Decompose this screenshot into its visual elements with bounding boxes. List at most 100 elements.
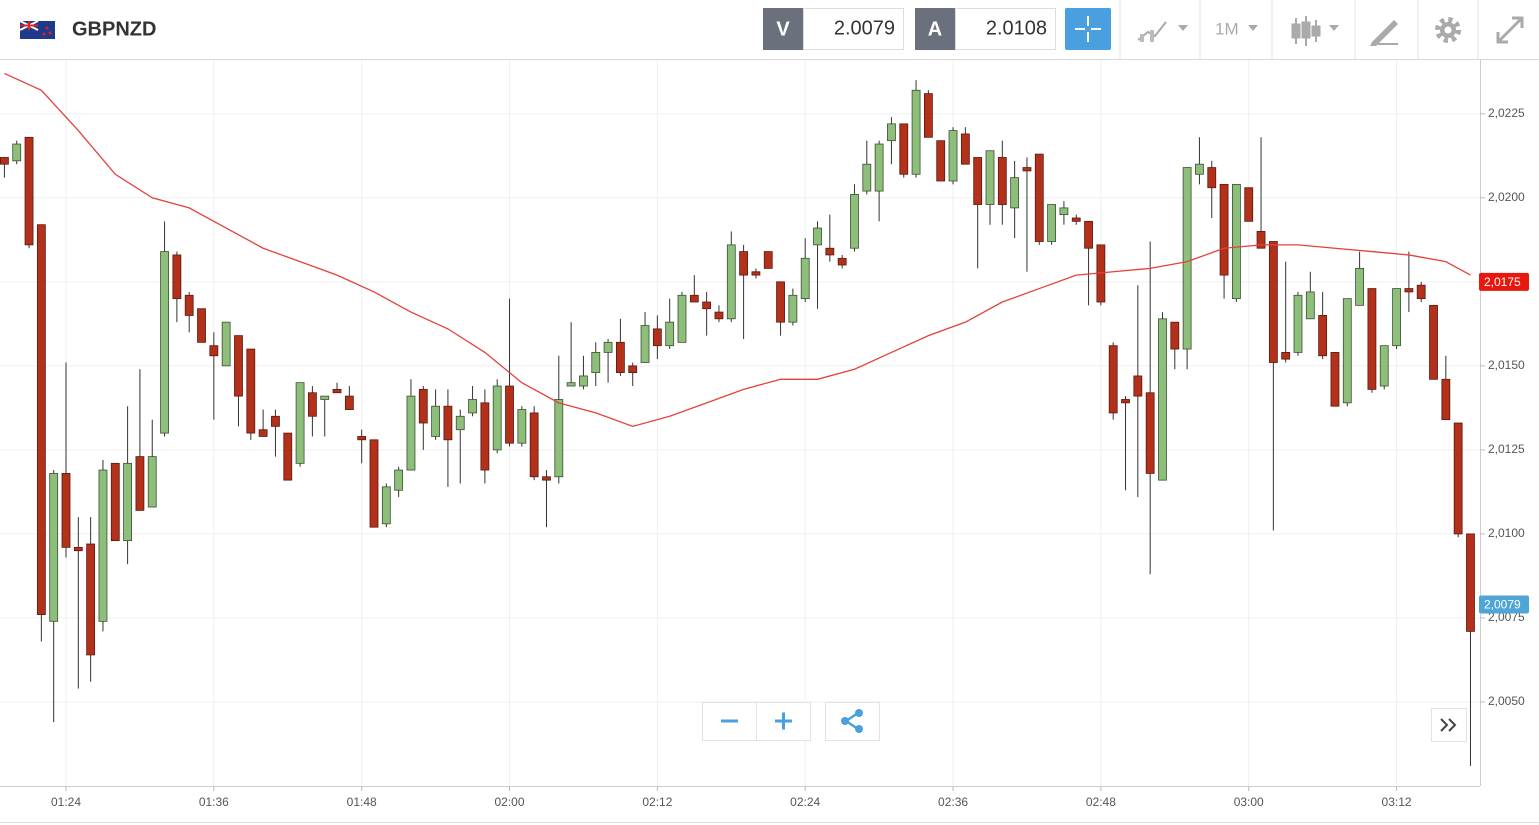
candle	[800, 238, 810, 302]
candle	[542, 470, 551, 528]
candle-body	[763, 251, 773, 269]
candle	[209, 332, 219, 420]
candle	[1084, 220, 1093, 306]
candle-body	[1367, 288, 1377, 390]
candle-body	[1318, 315, 1328, 357]
candle	[997, 140, 1007, 225]
fullscreen-button[interactable]	[1496, 16, 1524, 44]
candle-body	[640, 325, 650, 363]
crosshair-button[interactable]	[1065, 8, 1111, 50]
candle-body	[98, 469, 108, 622]
candle	[862, 140, 872, 195]
candle-body	[936, 140, 946, 182]
candle-body	[899, 123, 909, 175]
candle	[1441, 355, 1451, 421]
candle	[579, 355, 588, 390]
candle-body	[997, 157, 1007, 205]
x-tick-label: 02:48	[1086, 795, 1116, 809]
candle	[221, 321, 231, 367]
timeframe: 1M	[1215, 19, 1239, 38]
candle	[948, 127, 958, 185]
candle	[1010, 160, 1020, 239]
candle	[554, 355, 564, 484]
candle	[98, 459, 108, 632]
candle	[677, 291, 687, 343]
candle-body	[381, 486, 391, 525]
candle-body	[1170, 321, 1180, 350]
y-tick-label: 2,0150	[1488, 358, 1525, 372]
candle	[1071, 214, 1081, 225]
candle	[381, 483, 391, 528]
candle	[1059, 201, 1069, 225]
zoom-in-button[interactable]	[756, 702, 811, 741]
y-tick-label: 2,0100	[1488, 526, 1525, 540]
candle	[1342, 298, 1352, 407]
symbol: GBPNZD	[72, 18, 156, 40]
candle	[0, 157, 9, 178]
y-tick-label: 2,0125	[1488, 442, 1525, 456]
candle	[332, 382, 342, 394]
candle	[1232, 183, 1241, 302]
bid-label: V	[776, 18, 790, 40]
candle	[714, 305, 724, 323]
candle	[1318, 291, 1328, 360]
candle	[1367, 288, 1377, 393]
candle-body	[616, 341, 625, 373]
candle	[874, 140, 884, 222]
candle-body	[1219, 183, 1229, 276]
candle-body	[234, 335, 243, 397]
candle-body	[492, 385, 502, 451]
candle	[123, 406, 132, 565]
zoom-out-button[interactable]	[702, 702, 757, 741]
candle-body	[258, 429, 268, 437]
candle	[1022, 157, 1032, 272]
ask-price: 2.0108	[986, 17, 1047, 39]
x-tick-label: 01:24	[51, 795, 81, 809]
candle-body	[1404, 288, 1414, 293]
chart-type-button[interactable]	[1137, 21, 1188, 42]
candle	[147, 419, 157, 508]
candle-body	[529, 412, 539, 478]
candle-body	[652, 328, 662, 347]
candle	[924, 90, 933, 138]
draw-tool-button[interactable]	[1370, 20, 1398, 46]
candle-body	[468, 399, 477, 414]
candle-body	[689, 294, 699, 303]
candle	[960, 127, 970, 165]
candle	[887, 117, 896, 165]
candle	[135, 369, 145, 511]
candle-body	[246, 348, 256, 434]
candle	[529, 406, 539, 481]
candle	[1034, 153, 1044, 245]
candle	[357, 429, 367, 464]
candle	[1281, 261, 1291, 363]
candle-body	[443, 405, 453, 441]
candle	[1429, 304, 1438, 380]
candle	[1121, 396, 1130, 491]
moving-average-line	[4, 72, 1471, 428]
x-tick-label: 02:00	[495, 795, 525, 809]
candle-body	[320, 395, 330, 400]
bid-button[interactable]	[763, 8, 803, 50]
candle	[776, 281, 785, 336]
candle-body	[1034, 153, 1044, 242]
settings-button[interactable]	[1435, 17, 1461, 43]
candle-body	[160, 251, 169, 434]
candle	[394, 466, 404, 497]
candle	[246, 348, 256, 440]
candle	[652, 315, 662, 360]
share-button[interactable]	[825, 702, 880, 741]
candle-body	[813, 227, 822, 246]
candle-body	[1158, 318, 1167, 481]
candle	[320, 395, 330, 437]
candle	[468, 386, 477, 417]
candle	[1145, 241, 1155, 575]
candle	[406, 379, 416, 471]
candle-body	[726, 244, 736, 320]
scroll-to-end-button[interactable]	[1431, 708, 1467, 742]
candle-body	[850, 194, 859, 249]
ask-button[interactable]	[915, 8, 955, 50]
timeframe-button[interactable]: 1M	[1215, 19, 1258, 38]
candle-style-button[interactable]	[1291, 16, 1339, 46]
candle-body	[357, 436, 367, 441]
